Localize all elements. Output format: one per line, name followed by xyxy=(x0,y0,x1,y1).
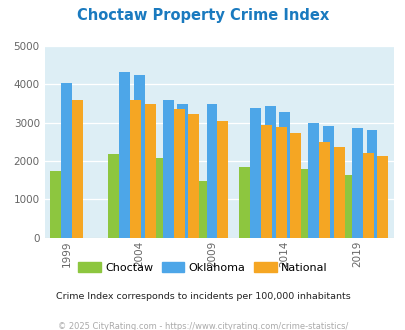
Bar xyxy=(108,154,119,238)
Bar xyxy=(268,160,279,238)
Bar xyxy=(307,123,318,238)
Bar xyxy=(177,104,188,238)
Bar xyxy=(366,130,377,238)
Bar xyxy=(130,100,141,238)
Bar xyxy=(133,75,144,238)
Bar xyxy=(72,100,83,238)
Bar xyxy=(279,112,290,238)
Bar xyxy=(61,82,72,238)
Text: Crime Index corresponds to incidents per 100,000 inhabitants: Crime Index corresponds to incidents per… xyxy=(55,292,350,301)
Text: Choctaw Property Crime Index: Choctaw Property Crime Index xyxy=(77,8,328,23)
Bar xyxy=(340,175,351,238)
Bar xyxy=(173,109,184,238)
Bar xyxy=(50,171,61,238)
Bar xyxy=(188,114,199,238)
Bar xyxy=(166,176,177,238)
Bar xyxy=(362,153,373,238)
Text: © 2025 CityRating.com - https://www.cityrating.com/crime-statistics/: © 2025 CityRating.com - https://www.city… xyxy=(58,322,347,330)
Bar xyxy=(123,154,133,238)
Bar xyxy=(162,100,173,238)
Bar xyxy=(119,72,130,238)
Bar xyxy=(253,164,264,238)
Bar xyxy=(318,142,329,238)
Bar xyxy=(206,104,217,238)
Bar xyxy=(290,133,301,238)
Bar xyxy=(260,125,271,238)
Bar xyxy=(249,108,260,238)
Bar xyxy=(377,156,388,238)
Bar xyxy=(151,158,162,238)
Bar xyxy=(311,186,322,238)
Bar xyxy=(333,147,344,238)
Bar xyxy=(351,128,362,238)
Bar xyxy=(297,169,307,238)
Bar xyxy=(217,121,228,238)
Bar xyxy=(239,167,249,238)
Bar xyxy=(322,126,333,238)
Bar xyxy=(275,127,286,238)
Bar xyxy=(144,104,155,238)
Bar xyxy=(264,106,275,238)
Bar xyxy=(355,183,366,238)
Legend: Choctaw, Oklahoma, National: Choctaw, Oklahoma, National xyxy=(74,258,331,278)
Bar xyxy=(195,181,206,238)
